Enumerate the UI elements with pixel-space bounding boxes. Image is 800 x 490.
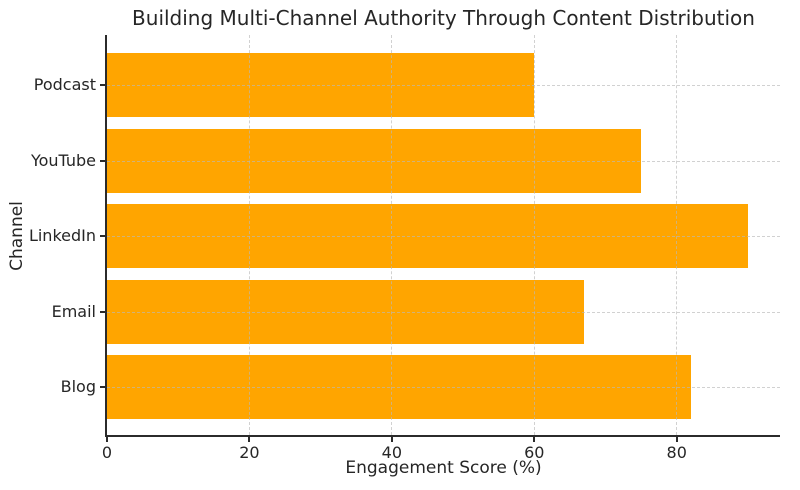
y-tick-label-podcast: Podcast [33, 75, 96, 94]
x-tick-mark [106, 437, 108, 442]
x-tick-mark [675, 437, 678, 442]
y-tick-mark [100, 235, 105, 237]
x-axis-label: Engagement Score (%) [345, 458, 542, 478]
gridline-horizontal [107, 85, 780, 86]
x-tick-label-80: 80 [666, 443, 687, 462]
gridline-horizontal [107, 387, 780, 388]
y-tick-label-email: Email [51, 301, 96, 321]
y-tick-label-youtube: YouTube [30, 150, 96, 170]
x-tick-mark [248, 437, 251, 442]
gridline-vertical [391, 35, 393, 435]
gridline-horizontal [107, 160, 780, 162]
y-tick-mark [100, 84, 105, 86]
y-tick-mark [100, 310, 105, 313]
gridline-vertical [248, 35, 250, 435]
x-tick-mark [533, 437, 536, 442]
gridline-horizontal [107, 236, 780, 237]
y-tick-mark [100, 386, 105, 388]
y-tick-label-linkedin: LinkedIn [28, 226, 96, 245]
y-tick-mark [100, 159, 105, 162]
x-tick-label-20: 20 [239, 443, 260, 462]
plot-area [105, 35, 780, 437]
chart-title: Building Multi-Channel Authority Through… [132, 6, 755, 30]
x-tick-label-60: 60 [524, 443, 545, 462]
x-tick-label-40: 40 [381, 443, 403, 462]
gridline-vertical [533, 35, 535, 435]
y-tick-label-blog: Blog [60, 377, 96, 396]
x-tick-label-0: 0 [101, 443, 113, 462]
gridline-horizontal [107, 311, 780, 313]
gridline-vertical [676, 35, 678, 435]
x-tick-mark [390, 437, 393, 442]
